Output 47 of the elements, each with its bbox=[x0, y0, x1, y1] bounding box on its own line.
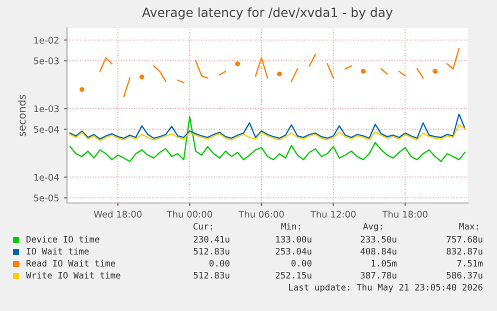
x-tick-label: Wed 18:00 bbox=[94, 210, 142, 218]
line-series bbox=[69, 116, 466, 162]
point bbox=[139, 74, 144, 80]
text: 408.84u bbox=[360, 248, 396, 255]
text: 0.00 bbox=[292, 260, 312, 267]
y-tick-label: 5e-03 bbox=[34, 57, 59, 64]
text: Max: bbox=[459, 223, 478, 230]
point bbox=[235, 61, 240, 66]
text: 512.83u bbox=[194, 248, 230, 255]
text: 387.78u bbox=[360, 272, 396, 279]
legend-label: IO Wait time bbox=[26, 248, 89, 255]
y-tick-label: 1e-02 bbox=[34, 36, 58, 44]
text: Min: bbox=[281, 222, 300, 230]
text: 7.51m bbox=[457, 260, 483, 267]
text: 252.15u bbox=[276, 272, 312, 279]
text: 757.68u bbox=[446, 236, 482, 243]
text: 133.00u bbox=[276, 236, 312, 243]
y-tick-label: 1e-04 bbox=[34, 174, 59, 181]
point bbox=[277, 72, 282, 76]
text: 230.41u bbox=[194, 236, 230, 243]
text: 253.04u bbox=[276, 248, 312, 255]
chart-title: Average latency for /dev/xvda1 - by day bbox=[142, 7, 393, 20]
y-tick-label: 1e-03 bbox=[34, 105, 59, 112]
x-tick-label: Thu 00:00 bbox=[166, 210, 212, 218]
y-tick-label: 5e-04 bbox=[34, 126, 59, 133]
text: Last update: Thu May 21 23:05:40 2026 bbox=[289, 284, 482, 292]
legend-label: Write IO Wait time bbox=[26, 272, 120, 279]
y-tick-label: 5e-05 bbox=[34, 194, 59, 202]
y-axis-title: seconds bbox=[18, 94, 26, 136]
x-tick-label: Thu 18:00 bbox=[382, 210, 428, 218]
text: 586.37u bbox=[446, 272, 482, 279]
point bbox=[432, 68, 438, 74]
x-tick-label: Thu 06:00 bbox=[238, 210, 284, 218]
text: Cur: bbox=[194, 222, 212, 230]
point bbox=[360, 68, 366, 74]
legend-label: Read IO Wait time bbox=[26, 260, 116, 267]
legend-label: Device IO time bbox=[26, 236, 100, 243]
text: 832.87u bbox=[446, 248, 482, 255]
line-series bbox=[69, 114, 466, 140]
line-series bbox=[69, 124, 466, 142]
text: 0.00 bbox=[210, 260, 230, 267]
text: Avg: bbox=[363, 223, 382, 232]
x-tick-label: Thu 12:00 bbox=[310, 210, 356, 218]
text: 1.05m bbox=[372, 260, 397, 267]
text: 233.50u bbox=[360, 236, 396, 243]
point bbox=[80, 87, 84, 92]
text: 512.83u bbox=[194, 272, 230, 279]
